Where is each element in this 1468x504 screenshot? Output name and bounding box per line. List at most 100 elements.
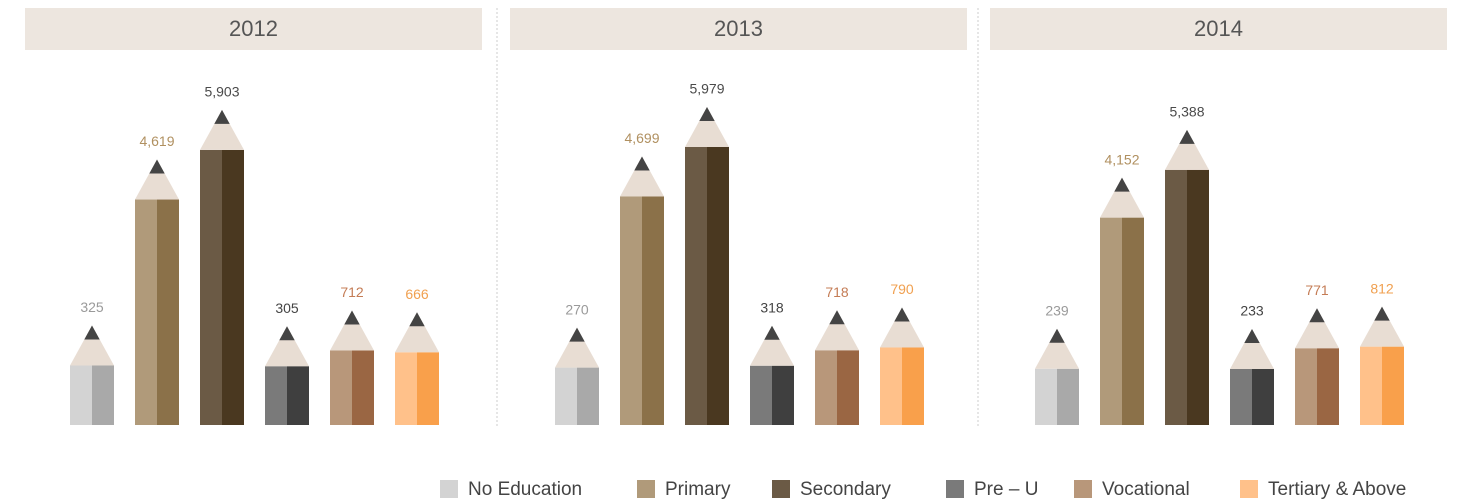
pencil-body <box>330 350 352 425</box>
pencil-body <box>265 366 287 425</box>
pencil-body <box>1360 346 1382 425</box>
legend-label: Primary <box>665 479 731 500</box>
pencil-wood <box>1165 129 1209 170</box>
pencil-body-shade <box>92 365 114 425</box>
pencil-body <box>1230 368 1252 425</box>
pencil-wood <box>265 326 309 367</box>
pencil-tip <box>1179 129 1195 144</box>
pencil-tip <box>829 310 845 325</box>
panel-header <box>990 8 1447 50</box>
panel-title: 2013 <box>714 16 763 41</box>
pencil-body <box>1165 169 1187 425</box>
pencil-body <box>555 367 577 425</box>
value-label: 325 <box>80 299 104 315</box>
pencil-body-shade <box>1382 346 1404 425</box>
value-label: 5,903 <box>204 84 239 100</box>
pencil-body-shade <box>1252 368 1274 425</box>
value-label: 305 <box>275 300 299 316</box>
pencil-body-shade <box>577 367 599 425</box>
legend-label: Tertiary & Above <box>1268 479 1406 500</box>
pencil-wood <box>750 325 794 366</box>
pencil-tip <box>149 159 165 174</box>
panel-header <box>25 8 482 50</box>
pencil-wood <box>395 312 439 353</box>
pencil-body <box>135 199 157 425</box>
pencil-body-shade <box>417 352 439 425</box>
pencil-body-shade <box>1187 169 1209 425</box>
value-label: 270 <box>565 301 589 317</box>
pencil-tip <box>84 325 100 340</box>
pencil-wood <box>330 310 374 351</box>
pencil-body-shade <box>1057 368 1079 425</box>
pencil-wood <box>1230 328 1274 369</box>
pencil-body <box>200 149 222 425</box>
pencil-tip <box>279 326 295 341</box>
legend-swatch <box>772 480 790 498</box>
value-label: 790 <box>890 281 914 297</box>
value-label: 771 <box>1305 282 1329 298</box>
panel-title: 2012 <box>229 16 278 41</box>
pencil-wood <box>555 327 599 368</box>
pencil-wood <box>880 307 924 348</box>
pencil-body-shade <box>352 350 374 425</box>
pencil-body-shade <box>902 347 924 425</box>
pencil-body <box>750 365 772 425</box>
panel-header <box>510 8 967 50</box>
pencil-body-shade <box>157 199 179 425</box>
pencil-body-shade <box>287 366 309 425</box>
pencil-wood <box>1295 308 1339 349</box>
pencil-body-shade <box>837 350 859 425</box>
legend-label: Secondary <box>800 479 891 500</box>
pencil-wood <box>1035 328 1079 369</box>
pencil-tip <box>699 107 715 121</box>
value-label: 4,699 <box>624 130 659 146</box>
value-label: 666 <box>405 286 429 302</box>
pencil-wood <box>70 325 114 366</box>
pencil-body <box>1295 348 1317 425</box>
pencil-body-shade <box>222 149 244 425</box>
pencil-wood <box>135 159 179 200</box>
legend-label: No Education <box>468 479 582 500</box>
pencil-body <box>685 147 707 425</box>
pencil-body <box>395 352 417 425</box>
value-label: 233 <box>1240 303 1264 319</box>
value-label: 239 <box>1045 302 1069 318</box>
panel-title: 2014 <box>1194 16 1243 41</box>
legend-swatch <box>1074 480 1092 498</box>
pencil-tip <box>344 310 360 325</box>
pencil-tip <box>634 156 650 171</box>
pencil-wood <box>1100 177 1144 218</box>
value-label: 718 <box>825 284 849 300</box>
pencil-body <box>815 350 837 425</box>
pencil-body <box>70 365 92 425</box>
value-label: 5,979 <box>689 81 724 97</box>
pencil-body <box>1035 368 1057 425</box>
pencil-wood <box>685 107 729 147</box>
pencil-tip <box>214 109 230 124</box>
value-label: 812 <box>1370 280 1394 296</box>
pencil-body-shade <box>707 147 729 425</box>
legend-label: Vocational <box>1102 479 1190 500</box>
pencil-body <box>880 347 902 425</box>
legend-label: Pre – U <box>974 479 1038 500</box>
pencil-tip <box>1309 308 1325 323</box>
pencil-body-shade <box>642 196 664 425</box>
pencil-body-shade <box>1317 348 1339 425</box>
value-label: 4,152 <box>1104 151 1139 167</box>
pencil-wood <box>815 310 859 351</box>
value-label: 5,388 <box>1169 104 1204 120</box>
pencil-wood <box>200 109 244 150</box>
pencil-tip <box>1374 306 1390 321</box>
pencil-body <box>1100 217 1122 425</box>
value-label: 318 <box>760 299 784 315</box>
pencil-tip <box>569 327 585 342</box>
pencil-body <box>620 196 642 425</box>
pencil-tip <box>894 307 910 322</box>
pencil-body-shade <box>1122 217 1144 425</box>
pencil-wood <box>620 156 664 197</box>
legend-swatch <box>637 480 655 498</box>
pencil-tip <box>1049 328 1065 343</box>
legend-swatch <box>1240 480 1258 498</box>
pencil-wood <box>1360 306 1404 347</box>
